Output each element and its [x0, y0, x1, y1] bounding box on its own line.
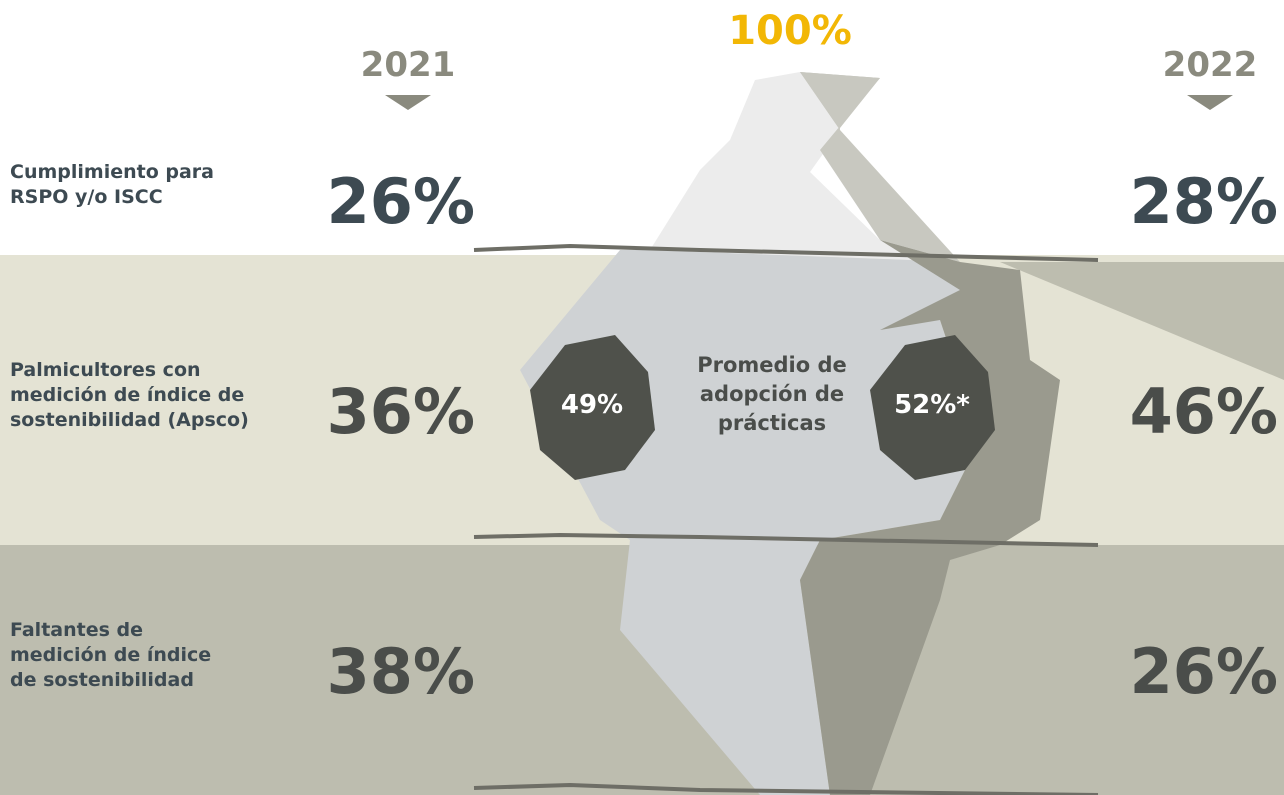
octagon-value: 49%: [527, 390, 657, 420]
arrow: [385, 95, 431, 110]
label-line: adopción de: [682, 380, 862, 409]
label-line: medición de índice de: [10, 383, 249, 408]
value-2022: 46%: [1078, 375, 1278, 448]
label-line: RSPO y/o ISCC: [10, 185, 214, 210]
value-2021: 38%: [275, 635, 475, 708]
value-2022: 28%: [1078, 165, 1278, 238]
octagon-value: 52%*: [867, 390, 997, 420]
label-line: medición de índice: [10, 643, 211, 668]
label-line: Faltantes de: [10, 618, 211, 643]
infographic: 100% 2021 2022 49% 52%* Promedio deadopc…: [0, 0, 1284, 795]
label-line: Cumplimiento para: [10, 160, 214, 185]
value-2022: 26%: [1078, 635, 1278, 708]
label-line: Promedio de: [682, 351, 862, 380]
value-2021: 36%: [275, 375, 475, 448]
value-2021: 26%: [275, 165, 475, 238]
year: 2022: [1150, 45, 1270, 85]
label-line: de sostenibilidad: [10, 668, 211, 693]
arrow: [1187, 95, 1233, 110]
label-line: sostenibilidad (Apsco): [10, 408, 249, 433]
label-line: Palmicultores con: [10, 358, 249, 383]
total: 100%: [690, 8, 890, 54]
label-line: prácticas: [682, 409, 862, 438]
year: 2021: [348, 45, 468, 85]
